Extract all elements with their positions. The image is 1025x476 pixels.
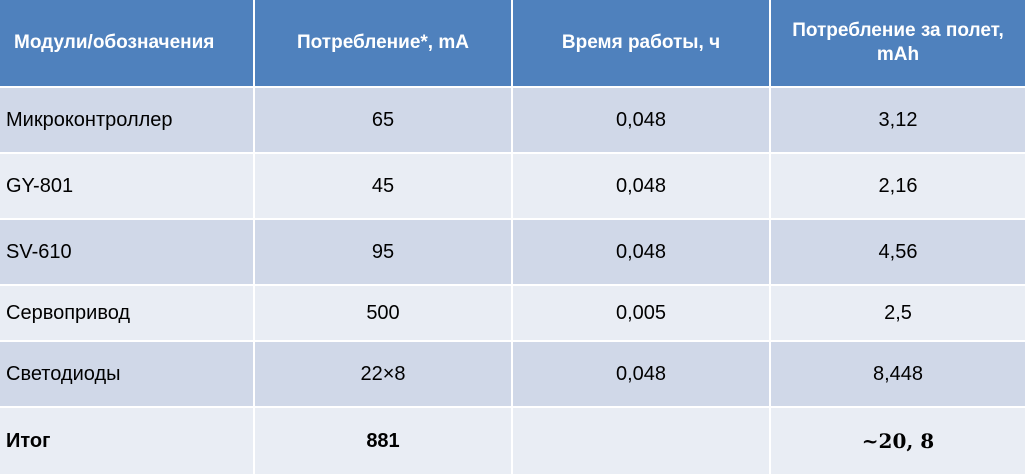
cell-consumption: 65 — [254, 86, 513, 153]
cell-work-time: 0,048 — [512, 340, 771, 407]
cell-module: SV-610 — [0, 218, 255, 285]
cell-total-work-time — [512, 406, 771, 474]
table-row: Микроконтроллер 65 0,048 3,12 — [0, 86, 1025, 153]
table-row: Светодиоды 22×8 0,048 8,448 — [0, 340, 1025, 407]
table-row: Сервопривод 500 0,005 2,5 — [0, 284, 1025, 341]
header-flight-consumption: Потребление за полет, mAh — [770, 0, 1025, 87]
table-header-row: Модули/обозначения Потребление*, mA Врем… — [0, 0, 1025, 87]
table-row-total: Итог 881 ~20, 8 — [0, 406, 1025, 474]
table-row: GY-801 45 0,048 2,16 — [0, 152, 1025, 219]
cell-total-consumption: 881 — [254, 406, 513, 474]
cell-work-time: 0,048 — [512, 152, 771, 219]
cell-consumption: 500 — [254, 284, 513, 341]
cell-flight-consumption: 2,16 — [770, 152, 1025, 219]
cell-consumption: 45 — [254, 152, 513, 219]
header-consumption: Потребление*, mA — [254, 0, 513, 87]
cell-work-time: 0,048 — [512, 86, 771, 153]
cell-total-label: Итог — [0, 406, 255, 474]
cell-work-time: 0,005 — [512, 284, 771, 341]
cell-flight-consumption: 4,56 — [770, 218, 1025, 285]
cell-module: GY-801 — [0, 152, 255, 219]
cell-flight-consumption: 3,12 — [770, 86, 1025, 153]
header-work-time: Время работы, ч — [512, 0, 771, 87]
header-modules: Модули/обозначения — [0, 0, 255, 87]
cell-module: Микроконтроллер — [0, 86, 255, 153]
cell-flight-consumption: 2,5 — [770, 284, 1025, 341]
cell-consumption: 22×8 — [254, 340, 513, 407]
cell-module: Сервопривод — [0, 284, 255, 341]
table-row: SV-610 95 0,048 4,56 — [0, 218, 1025, 285]
cell-module: Светодиоды — [0, 340, 255, 407]
cell-flight-consumption: 8,448 — [770, 340, 1025, 407]
cell-consumption: 95 — [254, 218, 513, 285]
cell-work-time: 0,048 — [512, 218, 771, 285]
cell-total-flight-consumption: ~20, 8 — [770, 406, 1025, 474]
